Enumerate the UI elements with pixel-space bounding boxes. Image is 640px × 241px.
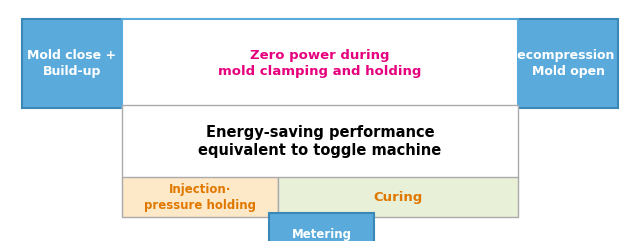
Bar [269,213,374,241]
Bar [22,19,122,108]
Text: Metering: Metering [292,228,351,241]
Bar [122,105,518,178]
Bar [278,177,518,217]
Text: Zero power during
mold clamping and holding: Zero power during mold clamping and hold… [218,49,422,78]
Text: Injection·
pressure holding: Injection· pressure holding [144,182,256,212]
Text: Curing: Curing [374,191,423,203]
Bar [122,177,278,217]
Text: Decompression +
Mold open: Decompression + Mold open [507,49,629,78]
Bar [122,19,518,108]
Bar [518,19,618,108]
Text: Mold close +
Build-up: Mold close + Build-up [28,49,116,78]
Text: Energy-saving performance
equivalent to toggle machine: Energy-saving performance equivalent to … [198,125,442,158]
